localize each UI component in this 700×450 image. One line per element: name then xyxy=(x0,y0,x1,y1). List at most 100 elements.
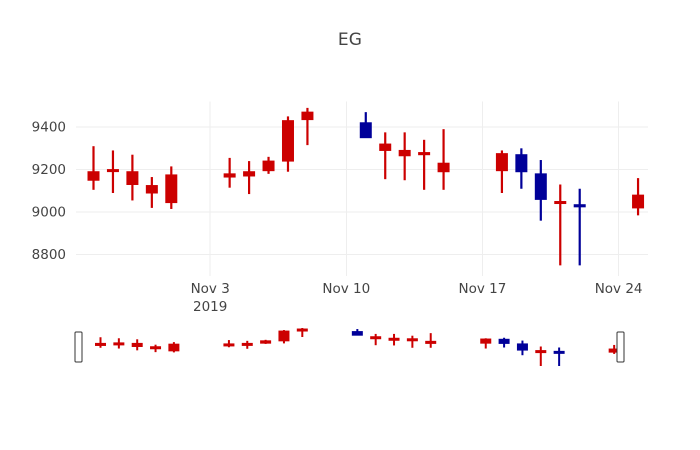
candlestick-bar[interactable] xyxy=(398,132,411,181)
rangeslider-candle-body xyxy=(406,338,418,342)
candle-body xyxy=(379,143,392,151)
rangeslider-candlestick-bar xyxy=(516,340,528,356)
rangeslider-candle-body xyxy=(480,338,492,344)
candlestick-bar[interactable] xyxy=(106,150,119,194)
candle-body xyxy=(106,169,119,173)
candlestick-bar[interactable] xyxy=(437,129,450,190)
rangeslider-candle-body xyxy=(131,342,143,347)
x-tick-sublabel: 2019 xyxy=(193,299,227,315)
rangeslider-candle-body xyxy=(370,336,382,340)
gridlines-group xyxy=(76,126,648,256)
candlestick-bar[interactable] xyxy=(301,107,314,146)
rangeslider-candlestick-bar xyxy=(278,330,290,344)
rangeslider-candlestick-bar xyxy=(535,346,547,366)
rangeslider-candlestick-bar xyxy=(498,337,510,348)
rangeslider-candle-body xyxy=(95,342,107,346)
candlestick-bar[interactable] xyxy=(554,184,567,266)
rangeslider-candlestick-bar xyxy=(260,339,272,344)
rangeslider-candle-body xyxy=(241,342,253,346)
x-tick-label: Nov 3 xyxy=(191,281,230,297)
rangeslider-candle-body xyxy=(351,331,363,336)
candlestick-bar[interactable] xyxy=(243,161,256,195)
candlestick-bar[interactable] xyxy=(632,178,645,216)
y-axis-tick-labels: 8800 9000 9200 9400 xyxy=(32,120,66,264)
rangeslider-candlestick-bar xyxy=(370,333,382,346)
rangeslider-candle-body xyxy=(113,342,125,346)
rangeslider-candle-body xyxy=(278,330,290,342)
candle-body xyxy=(554,201,567,205)
candle-body xyxy=(515,154,528,173)
candlestick-series[interactable] xyxy=(87,107,645,266)
candlestick-bar[interactable] xyxy=(126,154,139,201)
y-tick-label: 9200 xyxy=(32,162,66,178)
rangeslider-candle-body xyxy=(168,343,180,352)
candle-body xyxy=(87,171,100,181)
rangeslider-candlestick-bar xyxy=(131,339,143,351)
rangeslider-candlestick-bar xyxy=(150,344,162,353)
candle-body xyxy=(495,153,508,172)
rangeslider-candle-body xyxy=(498,338,510,344)
candle-body xyxy=(281,120,294,162)
y-tick-label: 8800 xyxy=(32,247,66,263)
candle-body xyxy=(359,122,372,139)
candle-body xyxy=(223,173,236,178)
candlestick-bar[interactable] xyxy=(515,148,528,189)
candlestick-bar[interactable] xyxy=(165,166,178,209)
page-title: EG xyxy=(337,30,363,50)
rangeslider-candlestick-bar xyxy=(223,340,235,348)
rangeslider[interactable] xyxy=(74,322,625,372)
candle-body xyxy=(145,185,158,194)
candlestick-bar[interactable] xyxy=(359,112,372,139)
rangeslider-candlestick-bar xyxy=(553,347,565,366)
rangeslider-candlestick-bar xyxy=(95,337,107,348)
candlestick-bar[interactable] xyxy=(223,157,236,188)
rangeslider-candle-body xyxy=(535,350,547,354)
candlestick-bar[interactable] xyxy=(262,156,275,174)
x-tick-label: Nov 10 xyxy=(322,281,370,297)
rangeslider-candlestick-bar xyxy=(113,338,125,349)
rangeslider-candlestick-bar xyxy=(388,333,400,346)
candle-body xyxy=(573,204,586,208)
x-tick-label: Nov 24 xyxy=(595,281,643,297)
y-tick-label: 9400 xyxy=(32,120,66,136)
vertical-gridlines-group xyxy=(209,101,620,276)
rangeslider-candlestick-bar xyxy=(480,338,492,349)
x-tick-label: Nov 17 xyxy=(459,281,507,297)
candle-body xyxy=(398,149,411,157)
candle-body xyxy=(632,194,645,209)
rangeslider-candle-body xyxy=(260,340,272,344)
rangeslider-right-handle[interactable] xyxy=(616,331,625,363)
candle-body xyxy=(262,160,275,172)
candlestick-bar[interactable] xyxy=(573,188,586,266)
rangeslider-candlestick-bar xyxy=(168,342,180,353)
rangeslider-candle-body xyxy=(223,343,235,347)
rangeslider-candle-body xyxy=(553,350,565,354)
candlestick-bar[interactable] xyxy=(379,132,392,180)
rangeslider-candle-body xyxy=(425,340,437,344)
rangeslider-background[interactable] xyxy=(76,322,624,372)
rangeslider-left-handle[interactable] xyxy=(74,331,83,363)
candlestick-bar[interactable] xyxy=(87,146,100,190)
rangeslider-candle-body xyxy=(388,337,400,341)
rangeslider-candlestick-bar xyxy=(406,335,418,348)
y-tick-label: 9000 xyxy=(32,205,66,221)
candle-body xyxy=(534,173,547,200)
candlestick-bar[interactable] xyxy=(281,116,294,172)
candlestick-bar[interactable] xyxy=(418,139,431,190)
candlestick-bar[interactable] xyxy=(534,160,547,221)
rangeslider-candlestick-bar xyxy=(425,333,437,348)
rangeslider-candle-body xyxy=(516,343,528,351)
rangeslider-candlestick-bar xyxy=(241,340,253,349)
candlestick-bar[interactable] xyxy=(495,150,508,194)
candle-body xyxy=(437,162,450,173)
rangeslider-candle-body xyxy=(150,346,162,350)
x-axis-tick-labels: Nov 3 2019 Nov 10 Nov 17 Nov 24 xyxy=(191,281,643,315)
candle-body xyxy=(165,174,178,204)
candle-body xyxy=(418,152,431,156)
candlestick-bar[interactable] xyxy=(145,177,158,208)
rangeslider-candle-body xyxy=(296,328,308,332)
candle-body xyxy=(301,111,314,121)
rangeslider-candlestick-bar xyxy=(351,329,363,336)
